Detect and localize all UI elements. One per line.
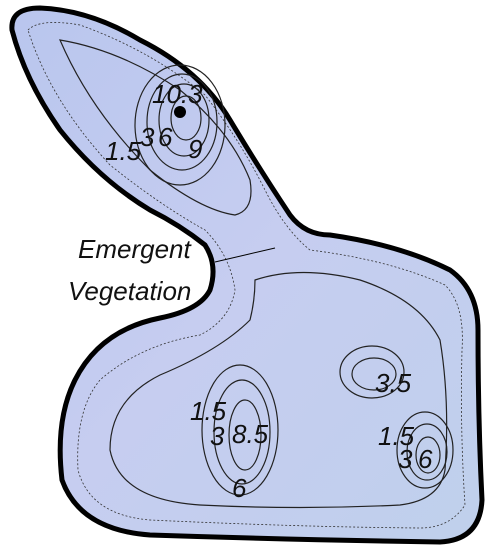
map-label: Emergent <box>78 234 192 264</box>
map-label: 3 <box>210 421 225 451</box>
map-label: 6 <box>158 122 173 152</box>
lake-map: 10.31.5369EmergentVegetation3.51.538.561… <box>0 0 485 550</box>
map-label: 3.5 <box>375 368 412 398</box>
map-label: 10.3 <box>152 79 203 109</box>
map-label: 8.5 <box>232 419 269 449</box>
map-label: 1.5 <box>105 136 142 166</box>
map-label: 6 <box>232 473 247 503</box>
map-label: Vegetation <box>68 276 191 306</box>
map-label: 3 <box>398 444 413 474</box>
map-label: 3 <box>140 122 155 152</box>
page: 10.31.5369EmergentVegetation3.51.538.561… <box>0 0 485 550</box>
map-label: 9 <box>188 134 202 164</box>
map-label: 6 <box>418 444 433 474</box>
